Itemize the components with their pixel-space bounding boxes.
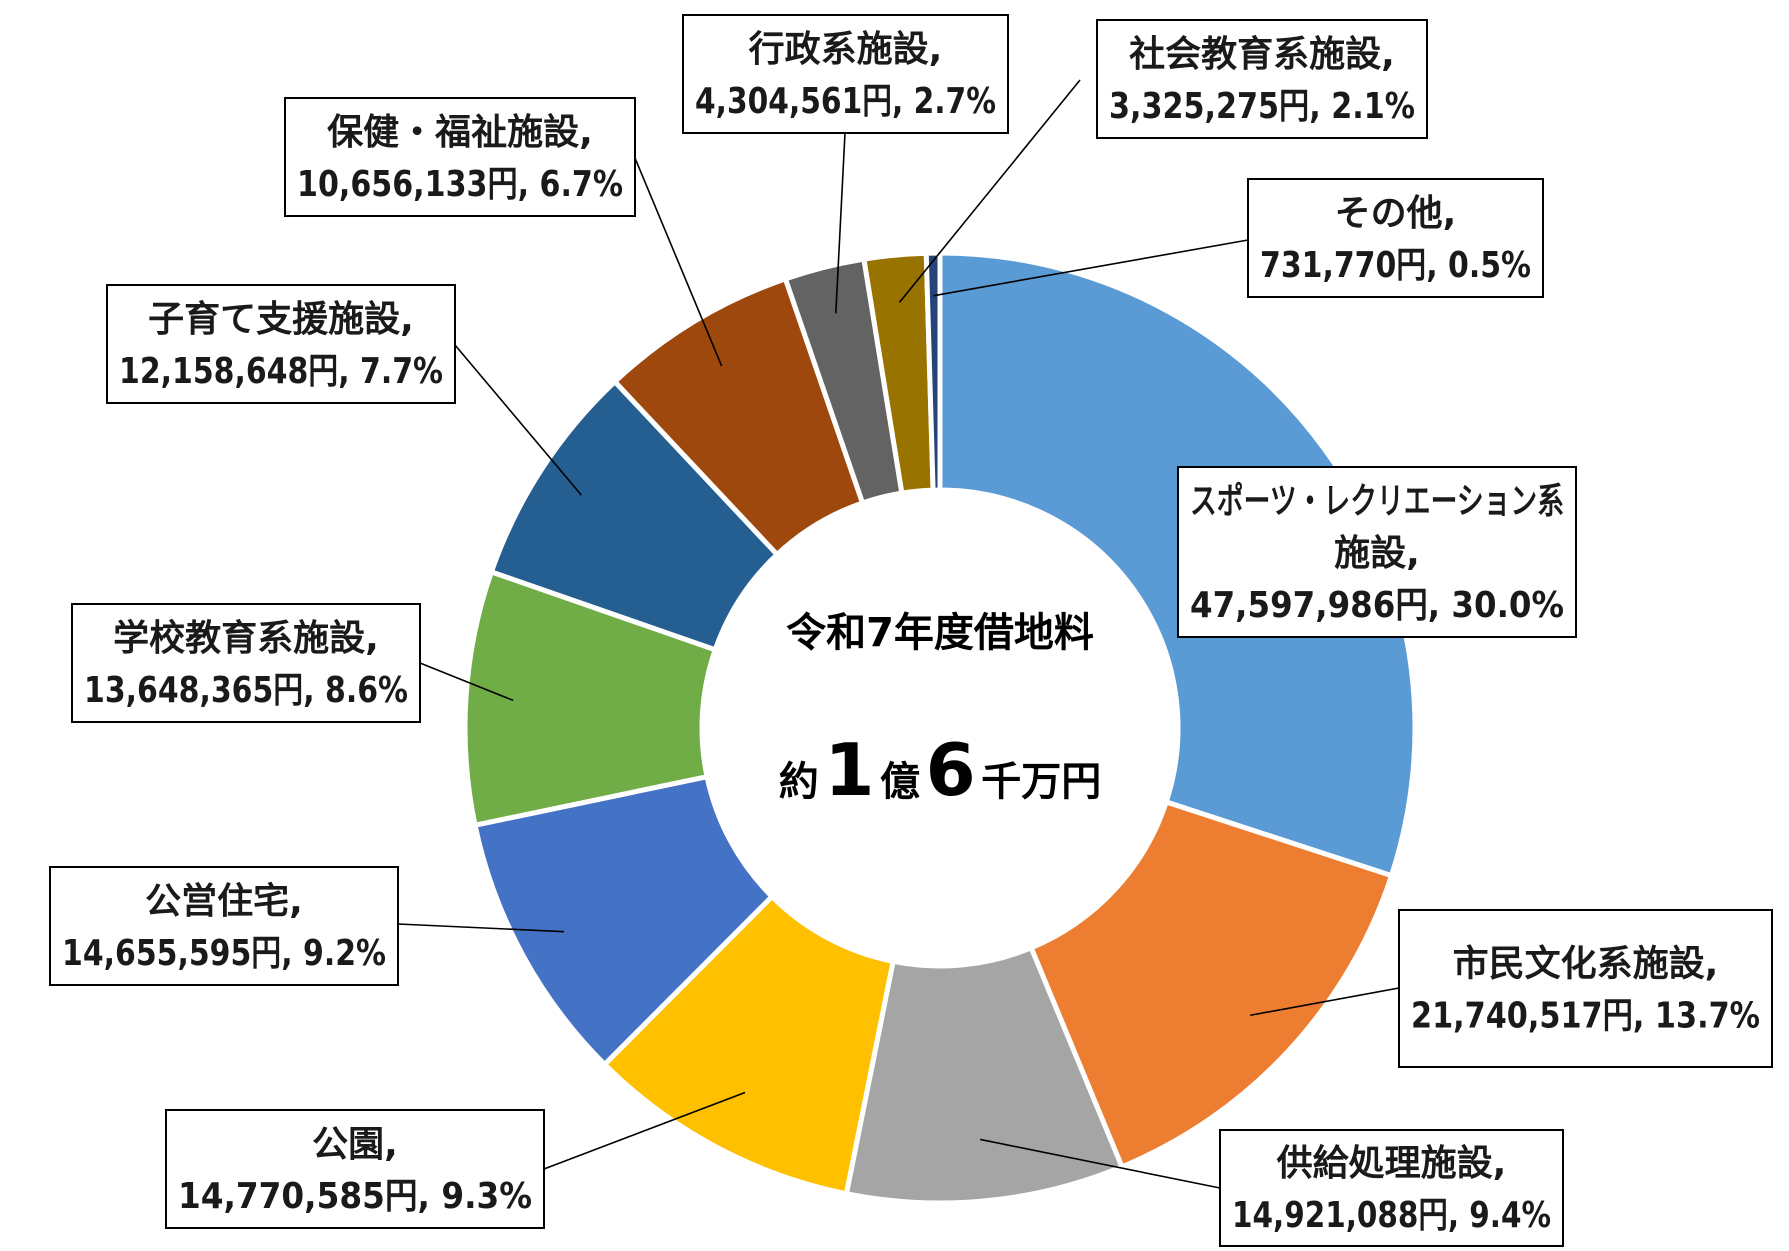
label-value: 3,325,275円, 2.1% — [1109, 86, 1415, 127]
label-box — [1096, 19, 1428, 139]
label-category: 子育て支援施設, — [148, 299, 414, 340]
leader-line-3 — [980, 1138, 1221, 1189]
label-category: 市民文化系施設, — [1453, 944, 1719, 985]
center-total-unit1: 億 — [880, 759, 920, 805]
label-value: 14,655,595円, 9.2% — [62, 933, 386, 974]
data-label-2: 市民文化系施設, 21,740,517円, 13.7% — [1398, 909, 1773, 1068]
label-category: 社会教育系施設, — [1129, 34, 1395, 75]
data-label-3: 供給処理施設, 14,921,088円, 9.4% — [1219, 1129, 1564, 1247]
label-value: 14,770,585円, 9.3% — [178, 1176, 532, 1217]
label-box — [49, 866, 399, 986]
donut-slices — [462, 250, 1418, 1206]
label-value: 12,158,648円, 7.7% — [119, 351, 443, 392]
slice-5 — [472, 773, 776, 1068]
label-value: 4,304,561円, 2.7% — [695, 81, 996, 122]
label-value: 47,597,986円, 30.0% — [1190, 585, 1564, 626]
leader-line-10 — [898, 79, 1081, 303]
label-value: 21,740,517円, 13.7% — [1411, 996, 1760, 1037]
label-category: その他, — [1335, 193, 1457, 234]
leader-line-4 — [543, 1091, 746, 1170]
label-value: 731,770円, 0.5% — [1260, 245, 1531, 286]
label-box — [1398, 909, 1773, 1068]
label-value: 14,921,088円, 9.4% — [1232, 1195, 1551, 1236]
slice-11 — [923, 250, 943, 493]
label-box — [682, 14, 1009, 134]
label-category: 公営住宅, — [145, 880, 303, 922]
label-box — [1177, 466, 1577, 638]
label-category: 行政系施設, — [749, 29, 943, 70]
slice-3 — [843, 944, 1126, 1206]
data-label-7: 子育て支援施設, 12,158,648円, 7.7% — [106, 284, 456, 404]
data-label-4: 公園, 14,770,585円, 9.3% — [165, 1109, 545, 1229]
center-total: 約 1 億 6 千万円 — [779, 728, 1102, 812]
data-label-9: 行政系施設, 4,304,561円, 2.7% — [682, 14, 1009, 134]
center-total-num1: 1 — [824, 728, 874, 812]
data-label-10: 社会教育系施設, 3,325,275円, 2.1% — [1096, 19, 1428, 139]
leader-line-7 — [454, 344, 583, 496]
data-label-5: 公営住宅, 14,655,595円, 9.2% — [49, 866, 399, 986]
label-box — [1219, 1129, 1564, 1247]
label-category: 保健・福祉施設, — [327, 112, 593, 153]
label-box — [106, 284, 456, 404]
label-category: 公園, — [312, 1124, 398, 1165]
data-label-11: その他, 731,770円, 0.5% — [1247, 178, 1544, 298]
slice-2 — [1027, 798, 1395, 1171]
center-total-unit2: 千万円 — [981, 759, 1101, 805]
label-box — [284, 97, 636, 217]
label-category: 施設, — [1334, 533, 1420, 574]
label-category: 学校教育系施設, — [113, 617, 379, 659]
label-value: 10,656,133円, 6.7% — [297, 164, 623, 205]
label-category: スポーツ・レクリエーション系 — [1190, 480, 1564, 522]
data-label-8: 保健・福祉施設, 10,656,133円, 6.7% — [284, 97, 636, 217]
center-total-prefix: 約 — [779, 759, 819, 805]
leader-line-11 — [933, 239, 1249, 297]
label-category: 供給処理施設, — [1277, 1143, 1507, 1184]
center-title: 令和7年度借地料 — [786, 610, 1094, 656]
label-box — [165, 1109, 545, 1229]
leader-line-5 — [397, 923, 565, 933]
leader-line-9 — [835, 132, 846, 314]
label-box — [1247, 178, 1544, 298]
leader-line-2 — [1250, 987, 1400, 1017]
label-value: 13,648,365円, 8.6% — [84, 670, 408, 711]
label-box — [71, 603, 421, 723]
leader-line-8 — [634, 157, 723, 367]
center-total-num2: 6 — [926, 728, 976, 812]
slice-4 — [601, 893, 897, 1197]
leader-line-6 — [419, 662, 514, 702]
center-label: 令和7年度借地料 約 1 億 6 千万円 — [779, 610, 1102, 812]
data-label-6: 学校教育系施設, 13,648,365円, 8.6% — [71, 603, 421, 723]
